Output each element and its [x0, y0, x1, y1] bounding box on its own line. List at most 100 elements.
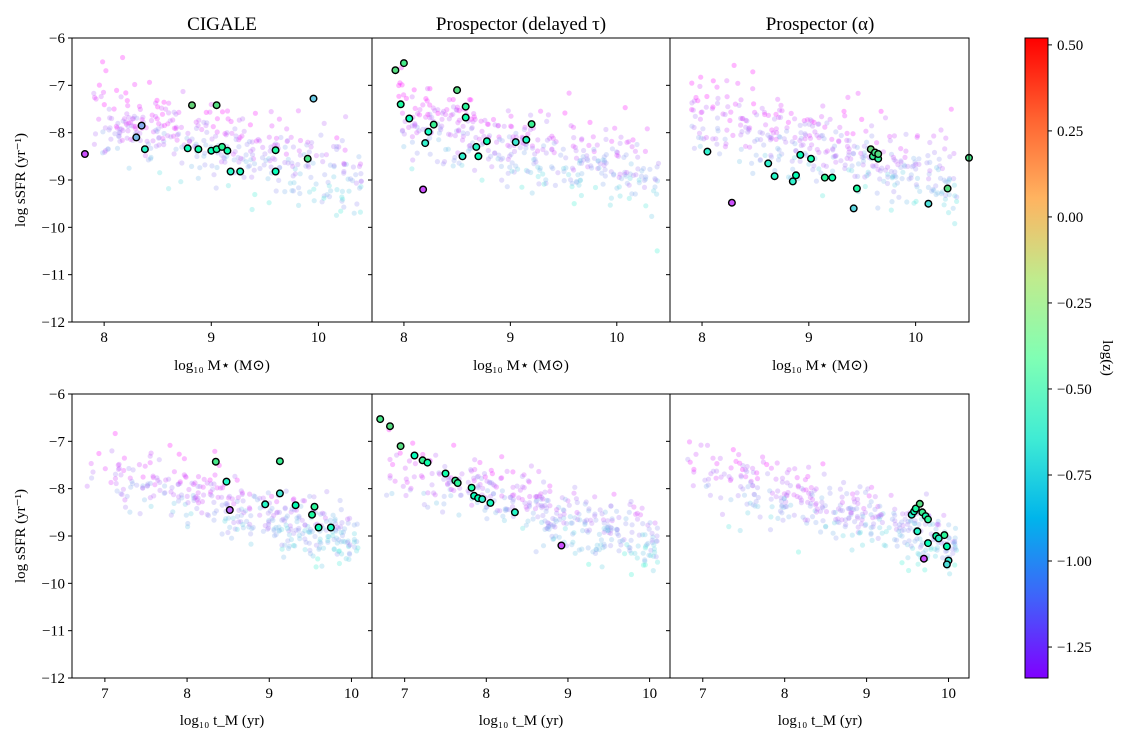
background-point [197, 483, 203, 490]
background-point [647, 520, 653, 526]
background-point [703, 104, 709, 110]
background-point [420, 102, 426, 108]
background-point [250, 146, 256, 152]
background-point [892, 512, 898, 518]
background-point [629, 191, 635, 197]
background-point [448, 493, 454, 499]
background-point [144, 483, 151, 489]
background-point [511, 169, 517, 175]
background-point [632, 191, 638, 197]
background-point [740, 116, 746, 122]
background-point [192, 495, 198, 501]
background-point [142, 463, 148, 469]
data-point [764, 159, 773, 168]
background-point [191, 495, 197, 501]
background-point [403, 95, 409, 101]
background-point [890, 173, 896, 179]
background-point [913, 198, 919, 204]
background-point [556, 534, 562, 540]
background-point [109, 448, 115, 454]
background-point [126, 465, 132, 472]
background-point [231, 519, 237, 526]
background-point [569, 542, 575, 548]
background-point [565, 498, 571, 504]
background-point [499, 177, 505, 183]
background-point [412, 105, 418, 111]
background-point [208, 489, 214, 495]
background-point [308, 527, 314, 533]
background-point [521, 472, 527, 478]
background-point [576, 182, 582, 188]
background-point [466, 143, 472, 149]
background-point [406, 458, 412, 464]
x-tick-label: 10 [941, 686, 956, 702]
background-point [784, 128, 790, 134]
background-point [842, 517, 849, 523]
background-point [511, 492, 517, 498]
background-point [695, 98, 701, 104]
background-point [603, 126, 609, 133]
background-point [778, 102, 784, 108]
background-point [844, 137, 850, 143]
background-point [549, 533, 555, 539]
background-point [156, 121, 162, 127]
background-point [614, 152, 620, 158]
data-point [441, 469, 450, 478]
background-point [118, 491, 124, 497]
background-point [626, 195, 632, 201]
background-point [839, 494, 845, 500]
background-point [161, 122, 168, 129]
background-point [342, 539, 348, 545]
background-point [900, 169, 906, 175]
background-point [895, 162, 901, 168]
background-point [689, 123, 695, 129]
background-point [762, 111, 768, 118]
background-point [267, 148, 273, 154]
background-point [269, 123, 275, 129]
data-point [924, 539, 933, 548]
background-point [159, 111, 166, 117]
background-point [197, 165, 203, 171]
background-point [320, 159, 326, 165]
background-point [472, 457, 478, 463]
y-tick-label: −7 [49, 434, 65, 450]
background-point [698, 109, 704, 116]
background-point [508, 123, 514, 129]
background-point [356, 163, 363, 169]
background-point [538, 491, 544, 497]
background-point [351, 531, 357, 537]
background-point [603, 160, 609, 166]
background-point [945, 179, 951, 185]
background-point [296, 513, 302, 520]
data-point [429, 120, 438, 129]
background-point [751, 101, 757, 107]
background-point [832, 153, 839, 159]
background-point [196, 117, 202, 123]
background-point [905, 521, 911, 527]
background-point [288, 536, 294, 543]
background-point [188, 511, 194, 517]
background-point [213, 508, 219, 514]
background-point [550, 523, 556, 529]
background-point [399, 127, 406, 133]
background-point [644, 542, 650, 548]
background-point [897, 532, 903, 538]
background-point [118, 126, 124, 132]
background-point [703, 483, 709, 489]
background-point [802, 477, 809, 483]
background-point [846, 515, 852, 521]
background-point [590, 134, 596, 140]
background-point [147, 460, 153, 466]
background-point [654, 525, 661, 531]
background-point [332, 518, 338, 524]
y-tick-label: −9 [49, 529, 65, 545]
background-point [877, 513, 883, 520]
background-point [603, 136, 609, 142]
background-point [586, 527, 593, 533]
background-point [109, 115, 115, 122]
background-point [499, 138, 505, 144]
background-point [195, 175, 201, 181]
x-tick-label: 7 [699, 686, 707, 702]
background-point [750, 502, 756, 508]
background-point [605, 523, 611, 529]
